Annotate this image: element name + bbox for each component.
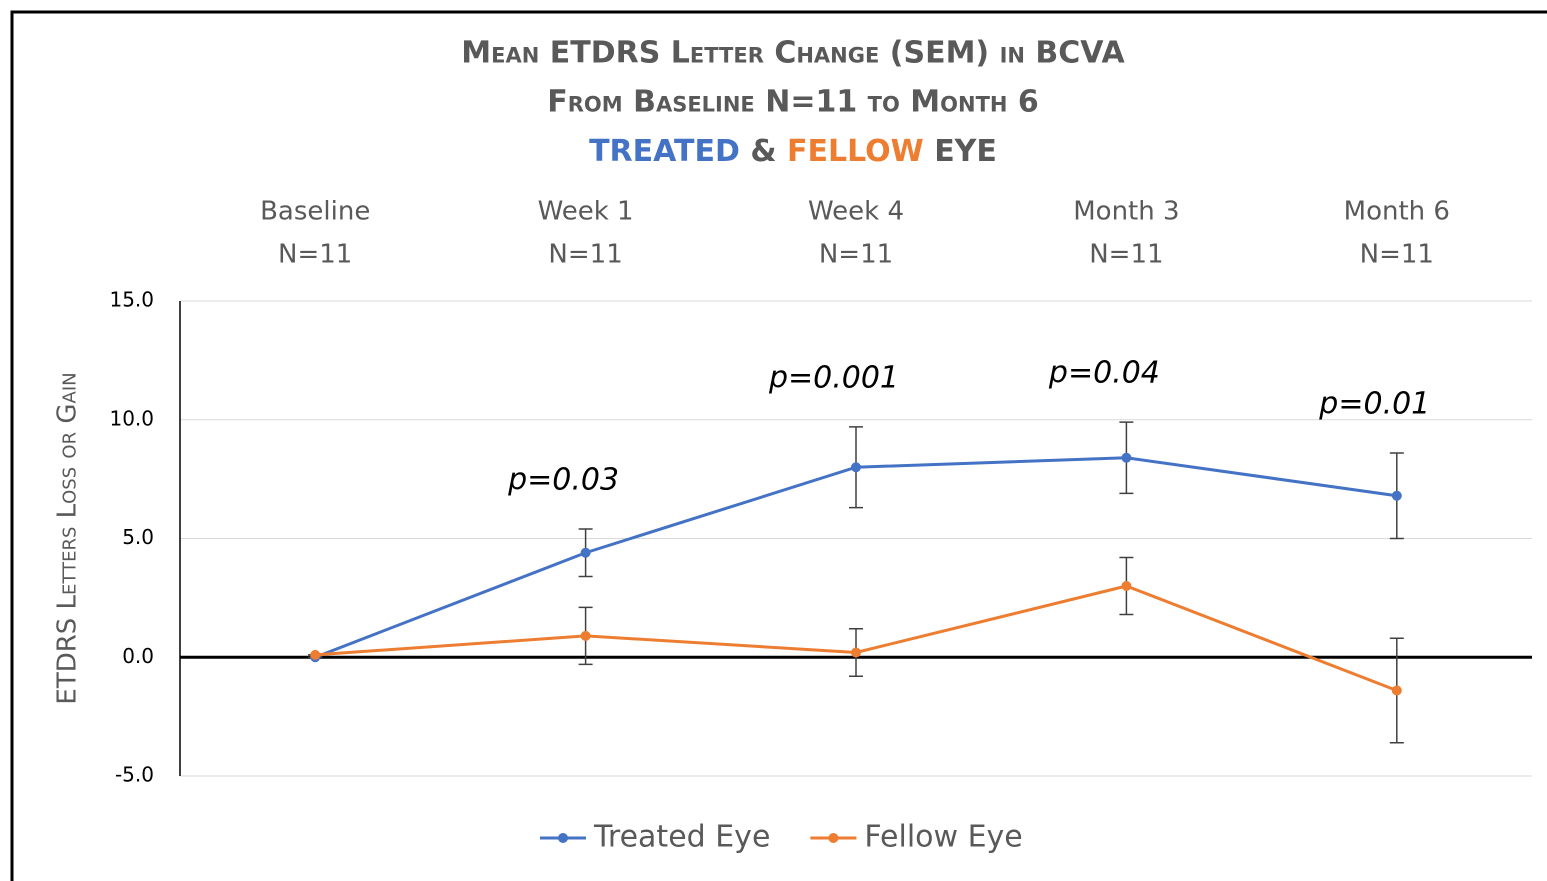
subtitle-part: FELLOW (787, 134, 924, 169)
legend-marker (558, 833, 568, 843)
y-tick-label: 15.0 (109, 288, 154, 312)
point (310, 649, 321, 660)
subtitle-part: EYE (934, 134, 997, 169)
point (580, 630, 591, 641)
y-tick-label: 0.0 (122, 644, 154, 668)
annotation: p=0.001 (768, 360, 899, 395)
chart-subtitle: TREATED & FELLOW EYE (589, 134, 997, 169)
x-tick-count: N=11 (548, 240, 622, 270)
point (1391, 685, 1402, 696)
x-tick-label: Week 4 (808, 197, 904, 227)
x-tick-label: Month 3 (1073, 197, 1179, 227)
point (851, 647, 861, 658)
y-tick-label: -5.0 (115, 763, 154, 787)
annotation: p=0.01 (1318, 387, 1430, 422)
annotation: p=0.03 (507, 463, 619, 498)
point (1121, 452, 1132, 463)
x-tick-label: Baseline (260, 197, 370, 227)
annotation: p=0.04 (1048, 356, 1160, 391)
point (1391, 490, 1402, 501)
point (580, 547, 591, 558)
subtitle-part: & (750, 134, 776, 169)
x-tick-count: N=11 (1089, 240, 1163, 270)
legend-label: Treated Eye (593, 820, 770, 855)
subtitle-part: TREATED (589, 134, 740, 169)
legend-marker (828, 833, 839, 843)
legend-label: Fellow Eye (864, 820, 1022, 855)
point (851, 462, 861, 473)
x-tick-count: N=11 (278, 240, 352, 270)
chart-title: Mean ETDRS Letter Change (SEM) in BCVA (461, 36, 1125, 71)
x-tick-count: N=11 (1360, 240, 1434, 270)
y-axis-label: ETDRS Letters Loss or Gain (53, 372, 83, 704)
y-tick-label: 10.0 (109, 406, 154, 430)
frame (10, 10, 1547, 881)
point (1121, 581, 1132, 591)
x-tick-label: Week 1 (538, 197, 634, 227)
x-tick-count: N=11 (819, 240, 893, 270)
y-tick-label: 5.0 (122, 525, 154, 549)
chart-title: From Baseline N=11 to Month 6 (547, 85, 1039, 120)
x-tick-label: Month 6 (1344, 197, 1450, 227)
